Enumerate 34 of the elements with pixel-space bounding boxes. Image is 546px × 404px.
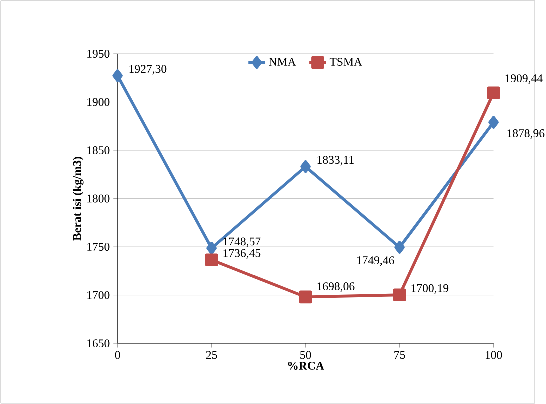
y-tick-label: 1800	[88, 194, 110, 203]
x-tick-label: 100	[486, 351, 502, 359]
data-label: 1909,44	[506, 74, 543, 84]
x-axis-title: %RCA	[288, 362, 324, 370]
y-tick-label: 1950	[88, 50, 110, 58]
y-axis-title: Berat isi (kg/m3)	[72, 156, 84, 241]
y-tick-label: 1850	[88, 146, 110, 154]
x-tick-label: 75	[394, 351, 406, 359]
y-tick-label: 1750	[88, 242, 110, 251]
y-tick-label: 1900	[88, 98, 110, 106]
point	[299, 290, 312, 304]
data-label: 1736,45	[224, 249, 261, 259]
point	[488, 116, 499, 129]
data-label: 1748,57	[224, 237, 261, 248]
y-tick-label: 1700	[88, 291, 110, 300]
data-label: 1698,06	[318, 282, 355, 292]
legend-label: TSMA	[330, 58, 362, 66]
point	[112, 69, 123, 82]
data-label: 1700,19	[412, 284, 449, 294]
x-tick-label: 0	[115, 351, 120, 359]
point	[393, 288, 406, 302]
point	[394, 240, 405, 254]
point	[205, 254, 218, 266]
data-label: 1833,11	[318, 156, 354, 166]
legend-label: NMA	[269, 58, 296, 66]
point	[206, 242, 217, 255]
data-label: 1878,96	[508, 129, 545, 139]
data-label: 1927,30	[130, 64, 167, 75]
point	[487, 86, 500, 100]
y-tick-label: 1650	[88, 339, 110, 348]
point	[300, 160, 311, 173]
x-tick-label: 50	[300, 351, 312, 359]
data-label: 1749,46	[357, 256, 394, 266]
x-tick-label: 25	[206, 351, 218, 359]
